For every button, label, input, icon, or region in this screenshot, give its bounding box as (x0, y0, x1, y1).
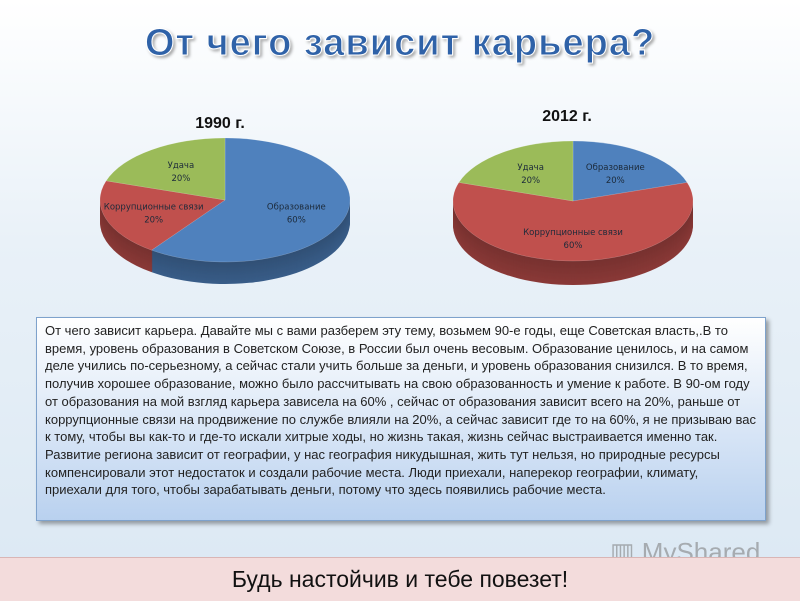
pie-slice (452, 182, 694, 262)
slide-title: От чего зависит карьера? (144, 22, 656, 65)
pie-slice (150, 137, 351, 263)
pie-2012: Образование 20% Коррупционные связи 60% Удач… (452, 140, 694, 286)
pie-data-label: Образование 20% (586, 163, 645, 186)
pie-slice (458, 140, 574, 202)
chart-title-2012: 2012 г. (542, 108, 592, 125)
pie-slice (105, 137, 226, 201)
pie-1990: Образование 60% Коррупционные связи 20% Удач… (99, 137, 351, 284)
footer-banner: Будь настойчив и тебе повезет! (0, 557, 800, 601)
pie-charts: 1990 г. 2012 г. Образование 60% Коррупцион… (99, 108, 694, 286)
pie-data-label: Коррупционные связи 60% (523, 228, 623, 251)
body-text-box: От чего зависит карьера. Давайте мы с ва… (36, 317, 766, 521)
pie-data-label: Удача 20% (168, 161, 195, 184)
pie-slice (99, 180, 226, 251)
pie-data-label: Коррупционные связи 20% (104, 202, 204, 225)
pie-data-label: Образование 60% (267, 202, 326, 225)
chart-title-1990: 1990 г. (195, 115, 245, 132)
pie-data-label: Удача 20% (517, 163, 544, 186)
pie-slice (572, 140, 688, 202)
